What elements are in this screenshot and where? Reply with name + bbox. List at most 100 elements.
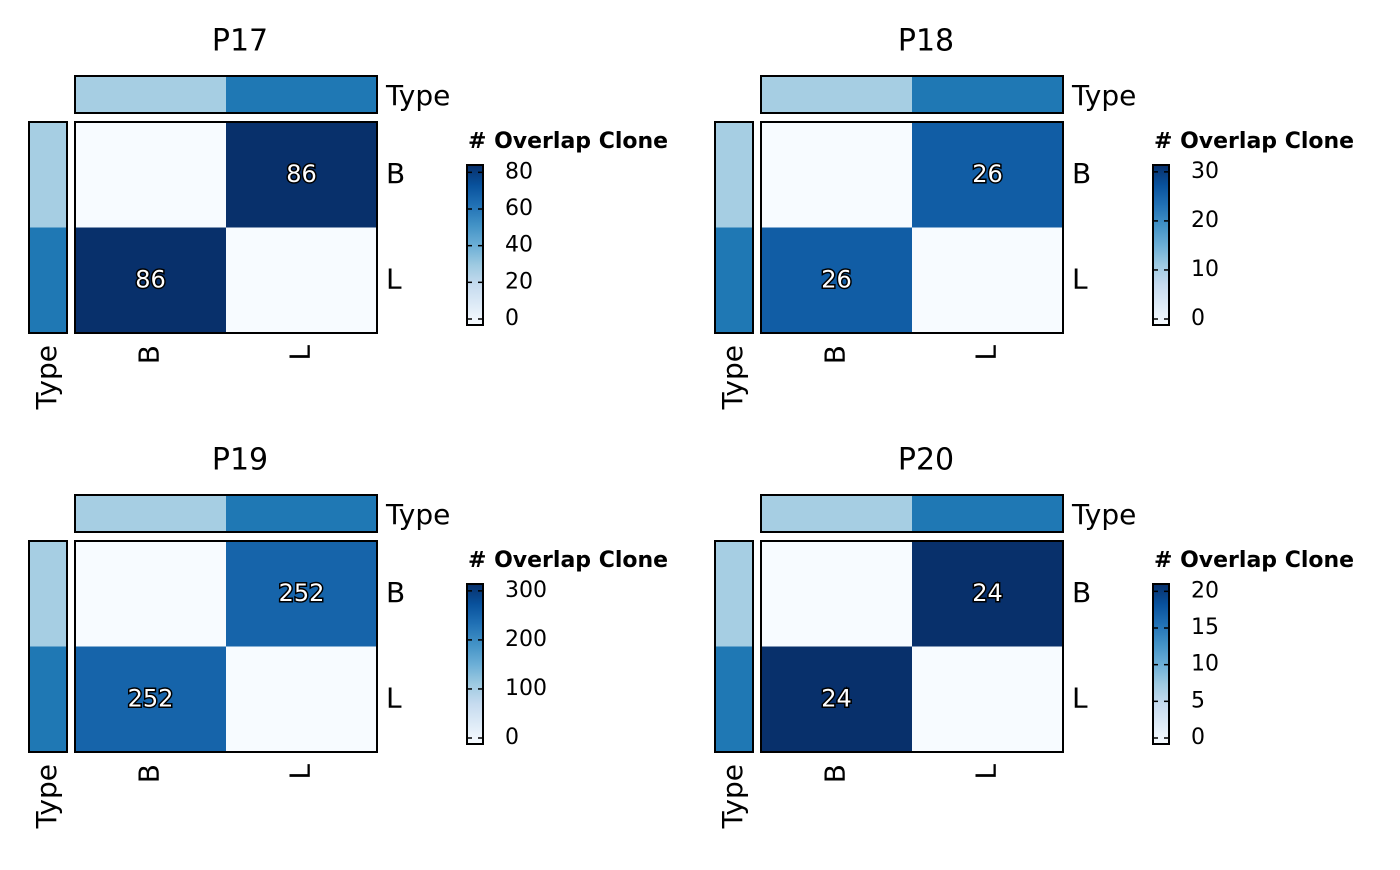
cell-label: 86 bbox=[135, 265, 166, 293]
annotation-cell bbox=[715, 122, 753, 228]
annotation-cell bbox=[912, 495, 1063, 532]
heatmap-cell bbox=[75, 227, 226, 333]
colorbar-tick-label: 15 bbox=[1191, 615, 1219, 640]
heatmap-cell bbox=[912, 541, 1063, 647]
heatmap-cell bbox=[75, 541, 226, 647]
colorbar-tick-label: 10 bbox=[1191, 257, 1219, 282]
y-label: L bbox=[1072, 262, 1088, 295]
cell-label: 26 bbox=[972, 160, 1003, 188]
colorbar-tick-label: 40 bbox=[505, 233, 533, 258]
heatmap-border bbox=[74, 540, 378, 753]
annotation-border bbox=[760, 494, 1064, 533]
heatmap-border bbox=[74, 121, 378, 334]
cell-label: 86 bbox=[286, 160, 317, 188]
colorbar-tick-label: 20 bbox=[1191, 578, 1219, 603]
heatmap-panel: P19 B L Type B L Type 252 252 # Overlap Clone 0 100… bbox=[28, 443, 668, 829]
x-label: B bbox=[133, 764, 166, 783]
cell-label: 26 bbox=[821, 265, 852, 293]
annotation-label: Type bbox=[385, 79, 450, 112]
annotation-cell bbox=[226, 76, 377, 113]
annotation-border bbox=[760, 75, 1064, 114]
annotation-label: Type bbox=[30, 345, 63, 410]
heatmap-cell bbox=[912, 122, 1063, 228]
annotation-cell bbox=[761, 495, 912, 532]
heatmap-border bbox=[760, 121, 1064, 334]
cell-label: 252 bbox=[128, 684, 174, 712]
heatmap-border bbox=[760, 540, 1064, 753]
colorbar-tick-label: 100 bbox=[505, 676, 547, 701]
annotation-cell bbox=[761, 76, 912, 113]
annotation-border bbox=[28, 540, 68, 753]
colorbar-tick-label: 0 bbox=[1191, 306, 1205, 331]
annotation-cell bbox=[75, 495, 226, 532]
annotation-label: Type bbox=[1071, 79, 1136, 112]
annotation-label: Type bbox=[716, 764, 749, 829]
annotation-cell bbox=[29, 541, 67, 647]
cell-label: 24 bbox=[821, 684, 852, 712]
cell-label: 252 bbox=[279, 579, 325, 607]
legend-title: # Overlap Clone bbox=[1154, 129, 1354, 154]
colorbar-tick-label: 300 bbox=[505, 578, 547, 603]
colorbar-tick-label: 30 bbox=[1191, 159, 1219, 184]
legend-title: # Overlap Clone bbox=[468, 548, 668, 573]
annotation-border bbox=[74, 75, 378, 114]
annotation-label: Type bbox=[716, 345, 749, 410]
panel-title: P17 bbox=[212, 24, 268, 59]
cell-label: 24 bbox=[972, 579, 1003, 607]
heatmap-panel: P18 B L Type B L Type 26 26 # Overlap Clone 0 10 20 3… bbox=[714, 24, 1354, 410]
y-label: B bbox=[386, 157, 405, 190]
colorbar-tick-label: 10 bbox=[1191, 652, 1219, 677]
annotation-border bbox=[714, 121, 754, 334]
colorbar-tick-label: 0 bbox=[1191, 725, 1205, 750]
heatmap-cell bbox=[226, 122, 377, 228]
x-label: L bbox=[284, 764, 317, 780]
heatmap-cell bbox=[912, 646, 1063, 752]
annotation-cell bbox=[29, 227, 67, 333]
colorbar-tick-label: 0 bbox=[505, 725, 519, 750]
x-label: B bbox=[819, 345, 852, 364]
annotation-cell bbox=[75, 76, 226, 113]
annotation-border bbox=[714, 540, 754, 753]
y-label: B bbox=[1072, 157, 1091, 190]
colorbar-tick-label: 20 bbox=[1191, 208, 1219, 233]
heatmap-cell bbox=[75, 646, 226, 752]
heatmap-cell bbox=[226, 227, 377, 333]
annotation-label: Type bbox=[30, 764, 63, 829]
colorbar bbox=[466, 583, 484, 745]
annotation-cell bbox=[912, 76, 1063, 113]
x-label: L bbox=[284, 345, 317, 361]
colorbar-tick-label: 60 bbox=[505, 196, 533, 221]
heatmap-cell bbox=[761, 122, 912, 228]
x-label: L bbox=[970, 764, 1003, 780]
heatmap-cell bbox=[226, 541, 377, 647]
annotation-border bbox=[28, 121, 68, 334]
heatmap-cell bbox=[761, 227, 912, 333]
heatmap-cell bbox=[912, 227, 1063, 333]
heatmap-panel: P20 B L Type B L Type 24 24 # Overlap Clone 0 5 10 15… bbox=[714, 443, 1354, 829]
panel-title: P19 bbox=[212, 443, 268, 478]
heatmap-cell bbox=[75, 122, 226, 228]
heatmap-cell bbox=[761, 646, 912, 752]
y-label: B bbox=[1072, 576, 1091, 609]
annotation-label: Type bbox=[1071, 498, 1136, 531]
colorbar-tick-label: 80 bbox=[505, 159, 533, 184]
colorbar-tick-label: 20 bbox=[505, 269, 533, 294]
annotation-cell bbox=[715, 541, 753, 647]
x-label: B bbox=[133, 345, 166, 364]
annotation-border bbox=[74, 494, 378, 533]
y-label: L bbox=[386, 262, 402, 295]
legend-title: # Overlap Clone bbox=[1154, 548, 1354, 573]
heatmap-cell bbox=[761, 541, 912, 647]
annotation-label: Type bbox=[385, 498, 450, 531]
y-label: L bbox=[1072, 681, 1088, 714]
y-label: B bbox=[386, 576, 405, 609]
annotation-cell bbox=[715, 646, 753, 752]
heatmap-panel: P17 B L Type B L Type 86 86 # Overlap Clone 0 20 40 6… bbox=[28, 24, 668, 410]
colorbar bbox=[1152, 164, 1170, 326]
annotation-cell bbox=[226, 495, 377, 532]
x-label: L bbox=[970, 345, 1003, 361]
x-label: B bbox=[819, 764, 852, 783]
annotation-cell bbox=[29, 122, 67, 228]
heatmap-cell bbox=[226, 646, 377, 752]
colorbar-tick-label: 200 bbox=[505, 627, 547, 652]
